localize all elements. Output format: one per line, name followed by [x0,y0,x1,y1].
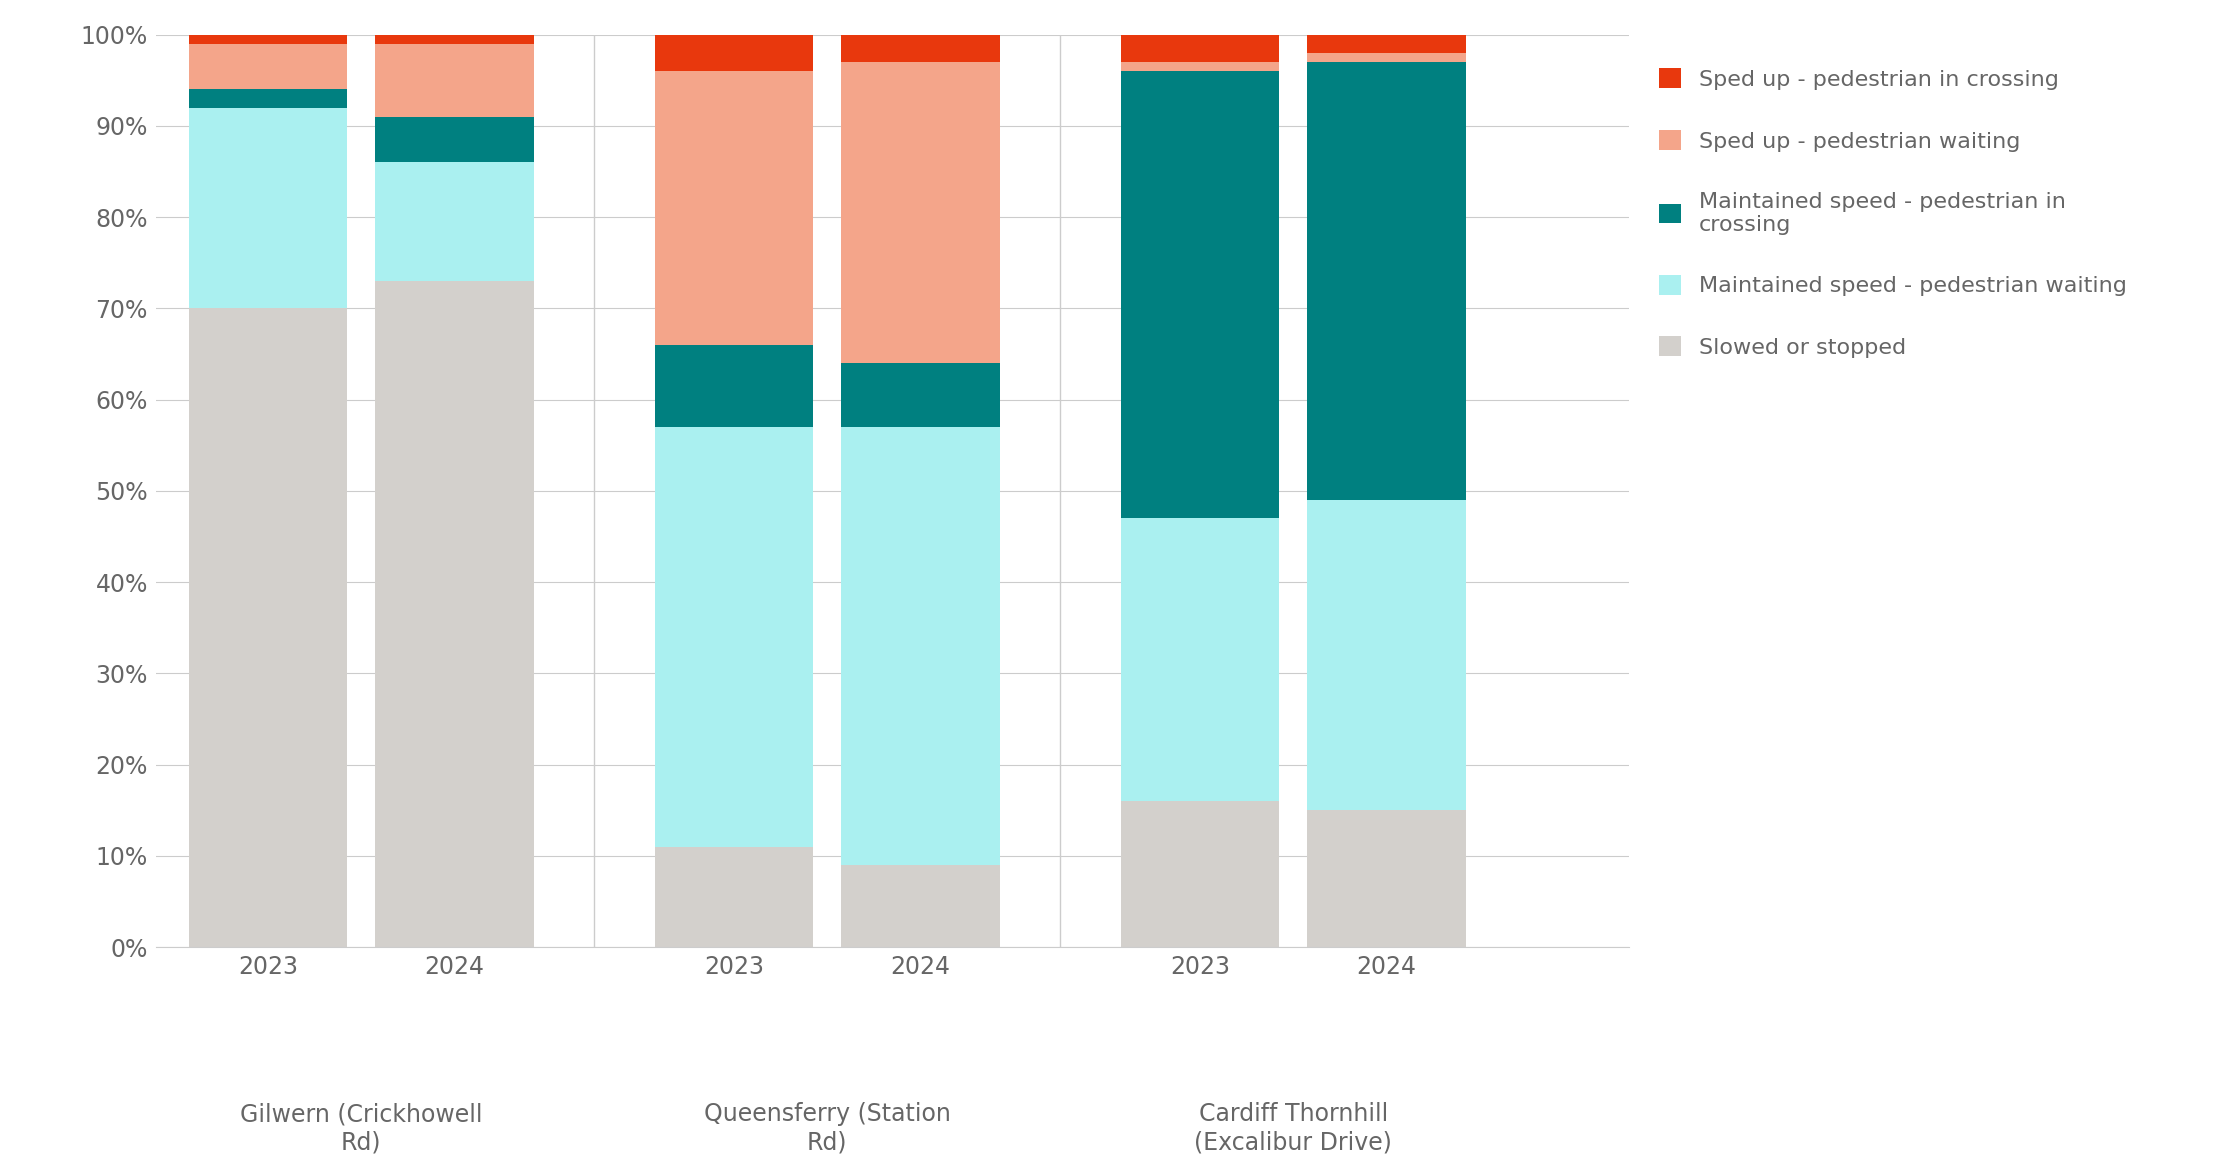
Bar [375,117,533,163]
Bar [375,35,533,44]
Bar [841,865,999,947]
Bar [1120,72,1278,519]
Bar [190,107,348,308]
Bar [375,163,533,281]
Bar [841,62,999,363]
Bar [841,363,999,427]
Bar [841,427,999,865]
Bar [1120,519,1278,802]
Bar [375,44,533,117]
Bar [1120,802,1278,947]
Bar [1120,62,1278,72]
Text: Queensferry (Station
Rd): Queensferry (Station Rd) [703,1102,950,1154]
Bar [841,35,999,62]
Bar [1307,62,1466,500]
Bar [654,427,812,847]
Legend: Sped up - pedestrian in crossing, Sped up - pedestrian waiting, Maintained speed: Sped up - pedestrian in crossing, Sped u… [1655,64,2131,363]
Bar [1120,35,1278,62]
Bar [654,345,812,427]
Bar [654,35,812,72]
Bar [1307,500,1466,811]
Text: Cardiff Thornhill
(Excalibur Drive): Cardiff Thornhill (Excalibur Drive) [1194,1102,1392,1154]
Bar [375,281,533,947]
Bar [1307,811,1466,947]
Bar [654,847,812,947]
Bar [190,35,348,44]
Bar [654,72,812,345]
Bar [190,308,348,947]
Bar [190,89,348,107]
Bar [1307,53,1466,62]
Bar [1307,35,1466,53]
Bar [190,44,348,89]
Text: Gilwern (Crickhowell
Rd): Gilwern (Crickhowell Rd) [241,1102,482,1154]
